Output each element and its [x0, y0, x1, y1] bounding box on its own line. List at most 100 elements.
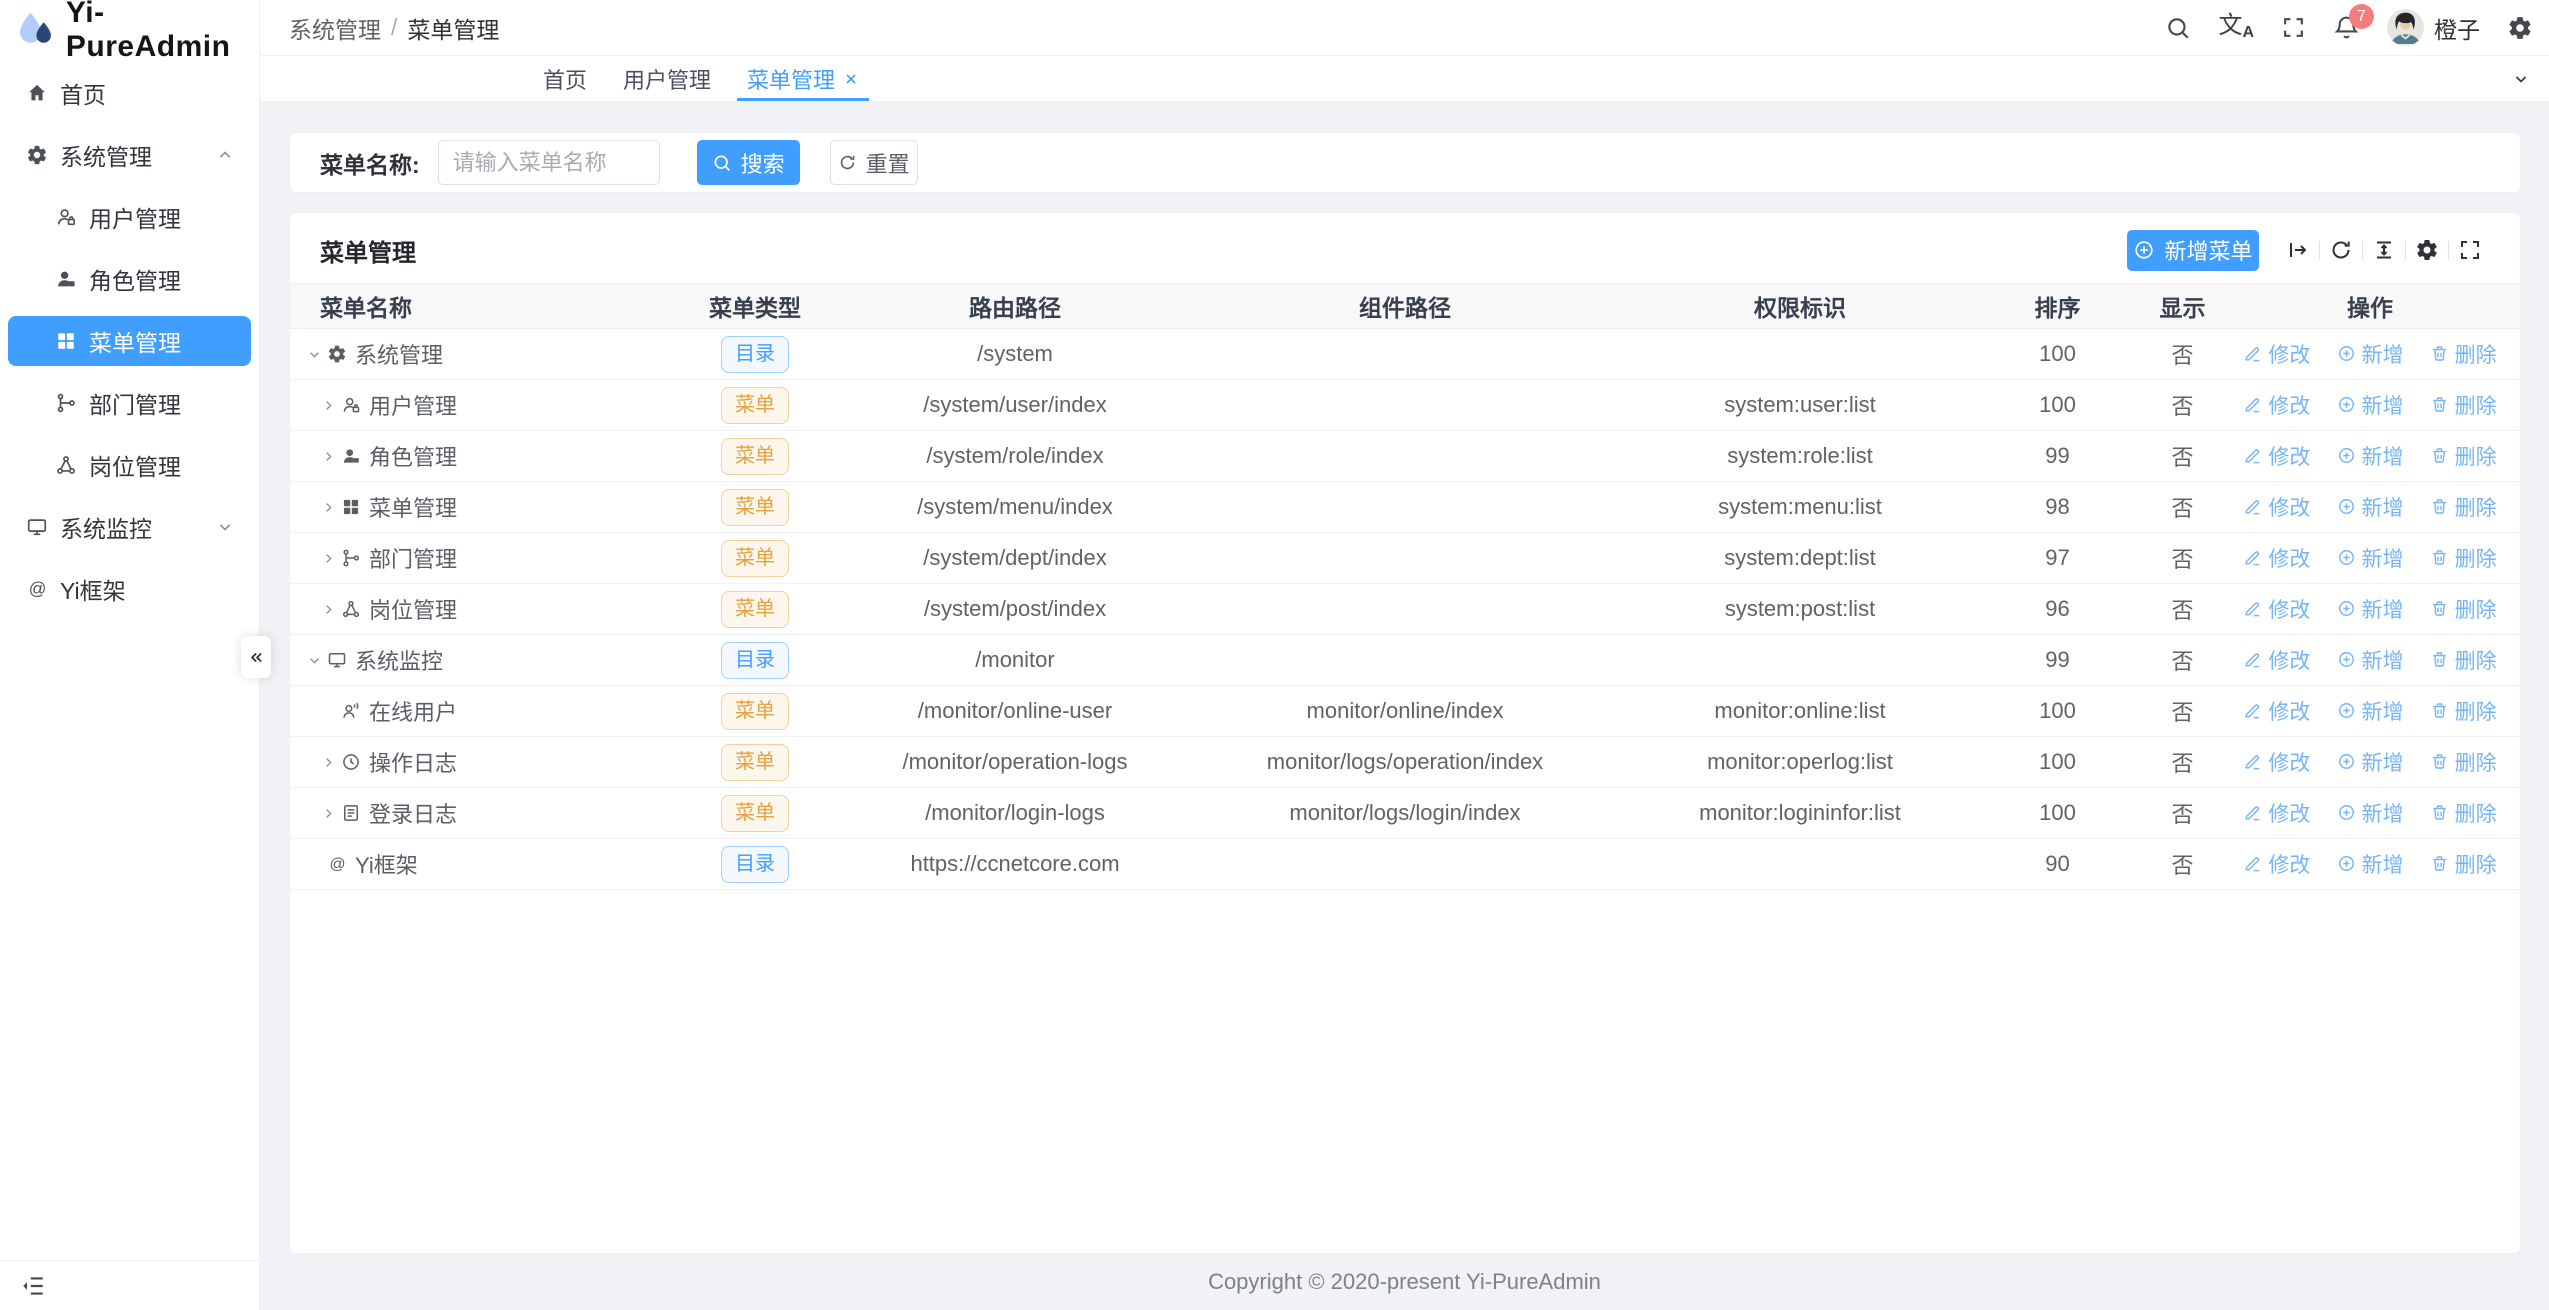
- edit-button[interactable]: 修改: [2243, 390, 2310, 420]
- expand-row-icon[interactable]: [320, 550, 337, 567]
- delete-button[interactable]: 删除: [2430, 543, 2497, 573]
- fullscreen-icon[interactable]: [2281, 15, 2306, 40]
- user-menu[interactable]: 橙子: [2387, 9, 2480, 46]
- density-icon[interactable]: [2363, 238, 2405, 262]
- breadcrumb-parent[interactable]: 系统管理: [289, 16, 381, 43]
- expand-table-icon[interactable]: [2277, 238, 2319, 262]
- sidebar-item-monitor[interactable]: 系统监控: [8, 502, 251, 552]
- refresh-icon[interactable]: [2320, 238, 2362, 262]
- edit-button[interactable]: 修改: [2243, 441, 2310, 471]
- delete-button[interactable]: 删除: [2430, 594, 2497, 624]
- delete-button[interactable]: 删除: [2430, 492, 2497, 522]
- add-button[interactable]: 新增: [2337, 543, 2404, 573]
- top-header: 系统管理 / 菜单管理 文A 7 橙子: [260, 0, 2549, 56]
- app-logo[interactable]: Yi-PureAdmin: [0, 0, 259, 63]
- edit-button[interactable]: 修改: [2243, 594, 2310, 624]
- sidebar-collapse-button[interactable]: [241, 636, 271, 678]
- add-button[interactable]: 新增: [2337, 849, 2404, 879]
- online-user-icon: [341, 701, 361, 721]
- delete-button[interactable]: 删除: [2430, 339, 2497, 369]
- collapse-row-icon[interactable]: [306, 652, 323, 669]
- edit-button[interactable]: 修改: [2243, 339, 2310, 369]
- breadcrumb: 系统管理 / 菜单管理: [289, 11, 499, 45]
- component-path: [1180, 379, 1630, 431]
- menu-name: 角色管理: [369, 445, 458, 470]
- logo-drop-icon: [16, 9, 56, 51]
- menu-name: 岗位管理: [369, 598, 458, 623]
- sidebar-item-menus[interactable]: 菜单管理: [8, 316, 251, 366]
- delete-button[interactable]: 删除: [2430, 696, 2497, 726]
- delete-button[interactable]: 删除: [2430, 798, 2497, 828]
- search-panel: 菜单名称: 搜索 重置: [290, 133, 2520, 192]
- tabs-dropdown-button[interactable]: [2493, 56, 2549, 101]
- tab-home[interactable]: 首页: [533, 56, 597, 101]
- edit-button[interactable]: 修改: [2243, 849, 2310, 879]
- expand-row-icon[interactable]: [320, 754, 337, 771]
- column-settings-icon[interactable]: [2406, 238, 2448, 262]
- settings-gear-icon[interactable]: [2507, 15, 2533, 41]
- delete-button[interactable]: 删除: [2430, 849, 2497, 879]
- menu-name: 系统监控: [355, 649, 444, 674]
- collapse-row-icon[interactable]: [306, 346, 323, 363]
- menu-type-tag: 菜单: [721, 692, 789, 730]
- delete-button[interactable]: 删除: [2430, 441, 2497, 471]
- sidebar-item-roles[interactable]: 角色管理: [8, 254, 251, 304]
- delete-button[interactable]: 删除: [2430, 645, 2497, 675]
- sidebar-item-system[interactable]: 系统管理: [8, 130, 251, 180]
- edit-button[interactable]: 修改: [2243, 747, 2310, 777]
- add-menu-button[interactable]: 新增菜单: [2127, 229, 2259, 271]
- sort-value: 100: [1970, 328, 2145, 380]
- reset-button[interactable]: 重置: [829, 140, 918, 185]
- expand-row-icon[interactable]: [320, 601, 337, 618]
- delete-button[interactable]: 删除: [2430, 747, 2497, 777]
- grid-icon: [55, 330, 77, 352]
- add-button[interactable]: 新增: [2337, 798, 2404, 828]
- at-icon: [26, 578, 48, 600]
- trash-icon: [2430, 344, 2449, 363]
- menu-name-input[interactable]: [437, 140, 660, 185]
- expand-row-icon[interactable]: [320, 448, 337, 465]
- add-button[interactable]: 新增: [2337, 645, 2404, 675]
- sidebar-item-posts[interactable]: 岗位管理: [8, 440, 251, 490]
- add-button[interactable]: 新增: [2337, 492, 2404, 522]
- tab-menus[interactable]: 菜单管理: [737, 56, 870, 101]
- search-button[interactable]: 搜索: [696, 140, 800, 185]
- delete-button[interactable]: 删除: [2430, 390, 2497, 420]
- table-row: 操作日志 菜单 /monitor/operation-logs monitor/…: [290, 736, 2520, 788]
- expand-row-icon[interactable]: [320, 397, 337, 414]
- sort-value: 100: [1970, 685, 2145, 737]
- menu-fold-icon[interactable]: [20, 1273, 46, 1299]
- sidebar-item-depts[interactable]: 部门管理: [8, 378, 251, 428]
- edit-button[interactable]: 修改: [2243, 492, 2310, 522]
- sidebar-item-users[interactable]: 用户管理: [8, 192, 251, 242]
- column-header: 路由路径: [850, 283, 1180, 329]
- column-header: 操作: [2220, 283, 2520, 329]
- add-button[interactable]: 新增: [2337, 339, 2404, 369]
- edit-button[interactable]: 修改: [2243, 696, 2310, 726]
- expand-row-icon[interactable]: [320, 499, 337, 516]
- tab-users[interactable]: 用户管理: [613, 56, 721, 101]
- sidebar-item-yi-framework[interactable]: Yi框架: [8, 564, 251, 614]
- edit-button[interactable]: 修改: [2243, 798, 2310, 828]
- avatar: [2387, 9, 2424, 46]
- sidebar-item-home[interactable]: 首页: [8, 68, 251, 118]
- table-row: 角色管理 菜单 /system/role/index system:role:l…: [290, 430, 2520, 482]
- add-button[interactable]: 新增: [2337, 747, 2404, 777]
- expand-row-icon[interactable]: [320, 805, 337, 822]
- add-button[interactable]: 新增: [2337, 594, 2404, 624]
- notification-bell-icon[interactable]: 7: [2333, 4, 2374, 41]
- search-icon[interactable]: [2165, 15, 2191, 41]
- edit-button[interactable]: 修改: [2243, 543, 2310, 573]
- add-button[interactable]: 新增: [2337, 390, 2404, 420]
- translate-icon[interactable]: 文A: [2218, 14, 2254, 41]
- edit-button[interactable]: 修改: [2243, 645, 2310, 675]
- component-path: monitor/logs/operation/index: [1180, 736, 1630, 788]
- fullscreen-icon[interactable]: [2449, 238, 2491, 262]
- component-path: [1180, 328, 1630, 380]
- add-button[interactable]: 新增: [2337, 696, 2404, 726]
- close-icon[interactable]: [843, 71, 859, 87]
- visible-value: 否: [2145, 583, 2220, 635]
- plus-circle-icon: [2337, 446, 2356, 465]
- add-button[interactable]: 新增: [2337, 441, 2404, 471]
- user-name: 橙子: [2434, 16, 2480, 43]
